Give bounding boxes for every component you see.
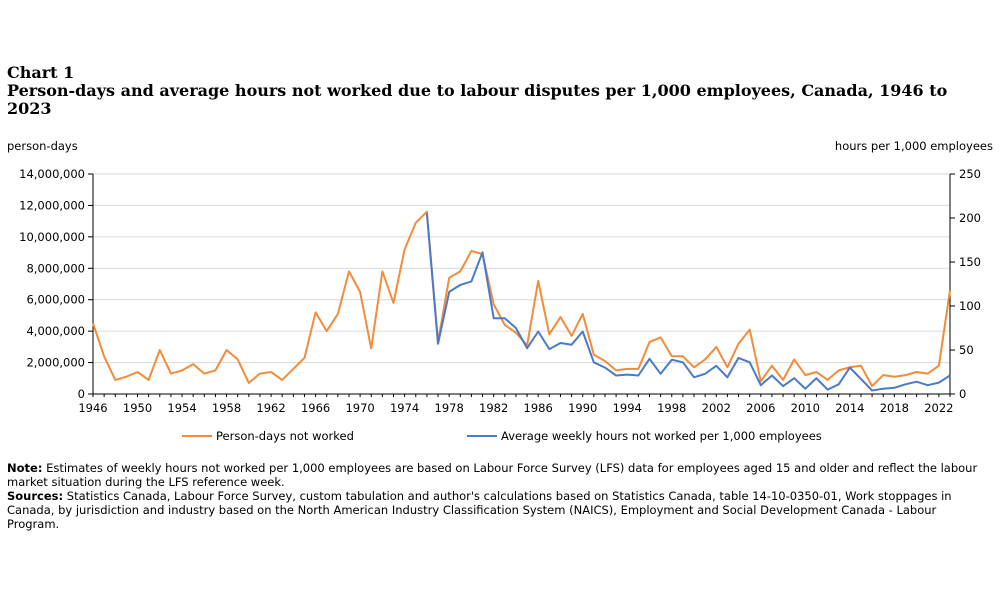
y-right-tick-label: 100 xyxy=(959,299,981,313)
x-tick-label: 1958 xyxy=(212,401,241,415)
series-line-weekly-hours xyxy=(425,213,951,392)
y-left-tick-label: 14,000,000 xyxy=(19,167,85,181)
dual-axis-line-chart: person-days hours per 1,000 employees 0 2,0… xyxy=(7,139,993,443)
note-text: Estimates of weekly hours not worked per… xyxy=(7,461,978,489)
sources-text: Statistics Canada, Labour Force Survey, … xyxy=(7,489,952,531)
x-tick-label: 1986 xyxy=(524,401,553,415)
x-tick-label: 2014 xyxy=(835,401,864,415)
legend-label-person-days: Person-days not worked xyxy=(216,429,354,443)
x-tick-label: 1950 xyxy=(123,401,152,415)
title-block: Chart 1 Person-days and average hours no… xyxy=(7,64,992,118)
x-tick-label: 1962 xyxy=(256,401,285,415)
y-left-axis-title: person-days xyxy=(7,139,78,153)
y-left-tick-label: 10,000,000 xyxy=(19,230,85,244)
y-right-tick-label: 50 xyxy=(959,343,974,357)
chart-title: Person-days and average hours not worked… xyxy=(7,81,948,118)
y-left-tick-label: 0 xyxy=(78,387,85,401)
sources-paragraph: Sources: Statistics Canada, Labour Force… xyxy=(7,489,992,531)
x-tick-label: 2022 xyxy=(924,401,953,415)
sources-label: Sources: xyxy=(7,489,64,503)
y-right-tick-label: 150 xyxy=(959,255,981,269)
x-tick-label: 1978 xyxy=(435,401,464,415)
legend-label-weekly-hours: Average weekly hours not worked per 1,00… xyxy=(501,429,822,443)
x-tick-label: 2018 xyxy=(880,401,909,415)
y-left-tick-label: 6,000,000 xyxy=(26,293,85,307)
y-right-tick-label: 200 xyxy=(959,211,981,225)
note-paragraph: Note: Estimates of weekly hours not work… xyxy=(7,461,992,489)
series-line-person-days xyxy=(92,210,951,388)
x-tick-label: 1966 xyxy=(301,401,330,415)
x-tick-label: 1946 xyxy=(78,401,107,415)
chart-number-label: Chart 1 xyxy=(7,63,75,82)
x-tick-label: 1982 xyxy=(479,401,508,415)
x-tick-label: 1954 xyxy=(167,401,196,415)
y-left-tick-label: 4,000,000 xyxy=(26,324,85,338)
x-tick-label: 1990 xyxy=(568,401,597,415)
y-left-tick-label: 12,000,000 xyxy=(19,198,85,212)
x-tick-label: 2006 xyxy=(746,401,775,415)
x-tick-label: 2010 xyxy=(791,401,820,415)
y-right-tick-label: 0 xyxy=(959,387,966,401)
x-tick-label: 1998 xyxy=(657,401,686,415)
x-tick-label: 2002 xyxy=(702,401,731,415)
notes-section: Note: Estimates of weekly hours not work… xyxy=(7,461,992,531)
x-tick-label: 1974 xyxy=(390,401,419,415)
y-right-axis-title: hours per 1,000 employees xyxy=(835,139,993,153)
note-label: Note: xyxy=(7,461,43,475)
x-tick-label: 1994 xyxy=(613,401,642,415)
y-left-tick-label: 2,000,000 xyxy=(26,356,85,370)
x-tick-label: 1970 xyxy=(345,401,374,415)
y-left-tick-label: 8,000,000 xyxy=(26,261,85,275)
y-right-tick-label: 250 xyxy=(959,167,981,181)
